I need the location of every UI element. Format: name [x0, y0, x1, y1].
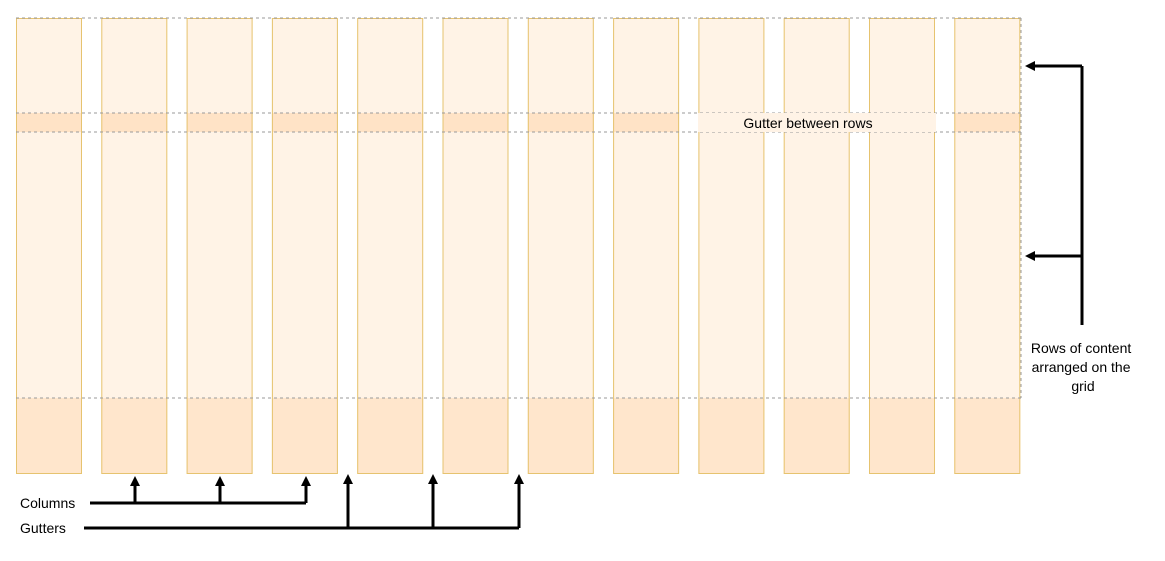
rows-label-line-1: Rows of content — [1031, 340, 1131, 356]
column-outline — [954, 18, 1021, 474]
column-bottom-band — [186, 398, 253, 474]
column-bottom-band — [613, 398, 680, 474]
column-bottom-band — [16, 398, 82, 474]
grid-column — [783, 18, 850, 474]
grid-column — [271, 18, 338, 474]
rows-bracket — [1025, 61, 1084, 325]
column-outline — [186, 18, 253, 474]
column-bottom-band — [954, 398, 1021, 474]
column-row-gutter — [357, 113, 424, 132]
gutter-between-rows-label: Gutter between rows — [743, 115, 872, 131]
column-outline — [101, 18, 168, 474]
columns-layer — [16, 18, 1021, 474]
grid-column — [869, 18, 935, 474]
grid-column — [954, 18, 1021, 474]
grid-column — [613, 18, 680, 474]
column-bottom-band — [101, 398, 168, 474]
column-bottom-band — [442, 398, 509, 474]
grid-column — [16, 18, 82, 474]
grid-column — [698, 18, 765, 474]
column-bottom-band — [869, 398, 935, 474]
column-row-gutter — [527, 113, 594, 132]
grid-column — [186, 18, 253, 474]
column-outline — [869, 18, 935, 474]
column-bottom-band — [783, 398, 850, 474]
column-outline — [527, 18, 594, 474]
column-row-gutter — [271, 113, 338, 132]
rows-label-line-2: arranged on the — [1032, 359, 1131, 375]
grid-column — [101, 18, 168, 474]
gutters-label: Gutters — [20, 520, 66, 536]
column-row-gutter — [442, 113, 509, 132]
column-bottom-band — [698, 398, 765, 474]
gutter-label-background — [698, 113, 936, 132]
rows-of-content-label: Rows of content arranged on the grid — [1031, 340, 1135, 394]
column-row-gutter — [186, 113, 253, 132]
columns-bracket — [90, 476, 311, 505]
column-row-gutter — [16, 113, 82, 132]
grid-column — [527, 18, 594, 474]
column-bottom-band — [527, 398, 594, 474]
rows-label-line-3: grid — [1071, 378, 1094, 394]
column-bottom-band — [357, 398, 424, 474]
column-outline — [442, 18, 509, 474]
column-row-gutter — [101, 113, 168, 132]
gutters-bracket — [84, 474, 524, 530]
columns-label: Columns — [20, 495, 75, 511]
column-row-gutter — [954, 113, 1021, 132]
grid-column — [442, 18, 509, 474]
grid-column — [357, 18, 424, 474]
column-row-gutter — [613, 113, 680, 132]
column-bottom-band — [271, 398, 338, 474]
